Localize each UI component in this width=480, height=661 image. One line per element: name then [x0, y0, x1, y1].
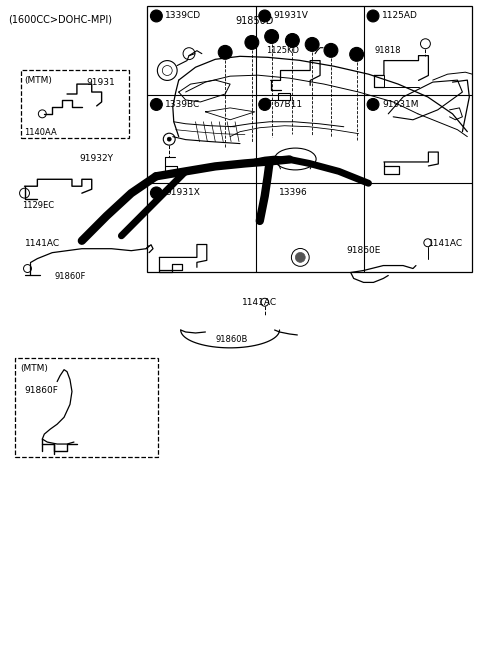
Circle shape — [286, 34, 300, 48]
Circle shape — [324, 44, 338, 58]
Text: 1125AD: 1125AD — [382, 11, 418, 20]
Text: a: a — [154, 11, 159, 20]
Circle shape — [150, 187, 162, 199]
Text: 91860F: 91860F — [54, 272, 85, 282]
Text: g: g — [154, 188, 159, 198]
Text: e: e — [262, 100, 267, 109]
Text: 91860E: 91860E — [347, 246, 381, 254]
Text: 1141AC: 1141AC — [428, 239, 463, 248]
Circle shape — [264, 30, 278, 44]
Text: g: g — [289, 36, 295, 45]
Circle shape — [245, 36, 259, 50]
Circle shape — [218, 46, 232, 59]
Text: d: d — [154, 100, 159, 109]
Text: 67B11: 67B11 — [274, 100, 303, 109]
Text: 91850D: 91850D — [236, 16, 274, 26]
Text: 1125KD: 1125KD — [266, 46, 299, 55]
Text: 1339BC: 1339BC — [165, 100, 201, 109]
Text: d: d — [328, 46, 334, 55]
Text: 91931X: 91931X — [165, 188, 200, 198]
Text: 1141AC: 1141AC — [24, 239, 60, 248]
Text: c: c — [371, 11, 375, 20]
Circle shape — [167, 137, 171, 141]
Text: f: f — [355, 50, 359, 59]
Text: b: b — [262, 11, 267, 20]
Circle shape — [259, 98, 271, 110]
Text: a: a — [223, 48, 228, 57]
Text: 91932Y: 91932Y — [80, 153, 114, 163]
Circle shape — [367, 98, 379, 110]
Bar — [14, 358, 158, 457]
Text: 91818: 91818 — [374, 46, 400, 55]
Bar — [21, 70, 129, 137]
Text: 91931V: 91931V — [274, 11, 309, 20]
Text: 1129EC: 1129EC — [23, 201, 55, 210]
Text: 1339CD: 1339CD — [165, 11, 202, 20]
Circle shape — [259, 10, 271, 22]
Circle shape — [305, 38, 319, 52]
Text: 91860F: 91860F — [24, 385, 59, 395]
Circle shape — [150, 10, 162, 22]
Text: 13396: 13396 — [279, 188, 308, 198]
Text: e: e — [269, 32, 274, 41]
Circle shape — [295, 253, 305, 262]
Text: 1140AA: 1140AA — [24, 128, 57, 137]
Text: (MTM): (MTM) — [24, 76, 52, 85]
Text: (MTM): (MTM) — [21, 364, 48, 373]
Text: f: f — [372, 100, 375, 109]
Text: c: c — [310, 40, 314, 49]
Bar — [147, 6, 472, 272]
Text: (1600CC>DOHC-MPI): (1600CC>DOHC-MPI) — [8, 15, 112, 24]
Circle shape — [150, 98, 162, 110]
Circle shape — [350, 48, 363, 61]
Text: 91860B: 91860B — [216, 335, 248, 344]
Text: b: b — [249, 38, 254, 47]
Text: 1141AC: 1141AC — [242, 298, 277, 307]
Text: 91931M: 91931M — [382, 100, 419, 109]
Text: 91931: 91931 — [87, 78, 116, 87]
Circle shape — [367, 10, 379, 22]
